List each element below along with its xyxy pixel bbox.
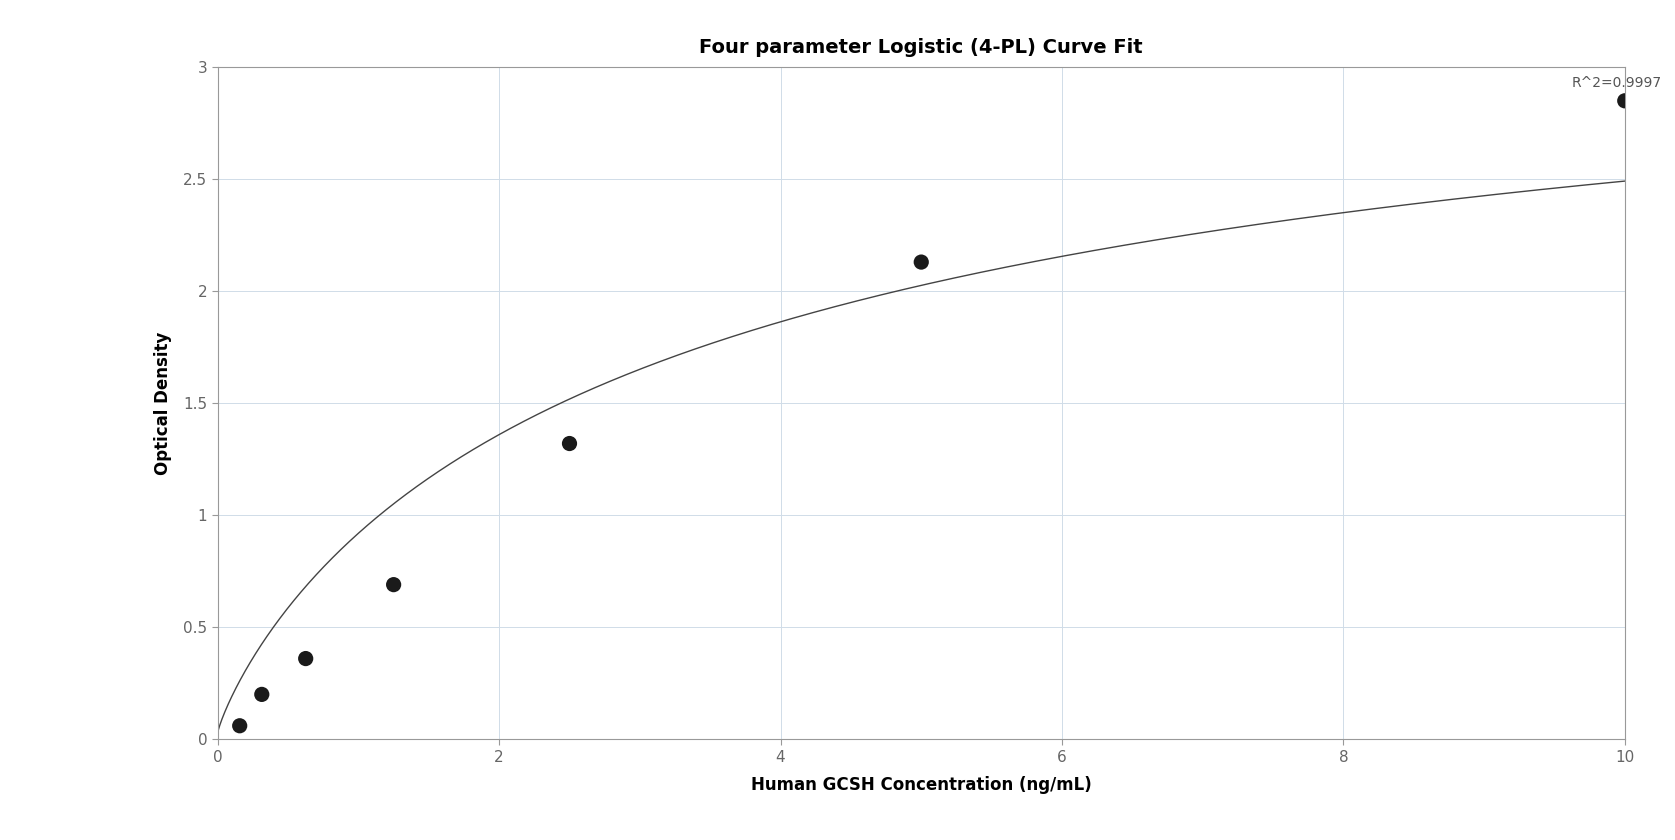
Title: Four parameter Logistic (4-PL) Curve Fit: Four parameter Logistic (4-PL) Curve Fit <box>700 39 1142 57</box>
Point <box>226 719 253 732</box>
X-axis label: Human GCSH Concentration (ng/mL): Human GCSH Concentration (ng/mL) <box>750 775 1092 794</box>
Point <box>248 688 275 701</box>
Y-axis label: Optical Density: Optical Density <box>154 332 173 475</box>
Point <box>291 652 318 665</box>
Text: R^2=0.9997: R^2=0.9997 <box>1571 76 1662 90</box>
Point <box>380 578 407 591</box>
Point <box>1611 94 1638 108</box>
Point <box>556 437 583 450</box>
Point <box>908 255 935 269</box>
